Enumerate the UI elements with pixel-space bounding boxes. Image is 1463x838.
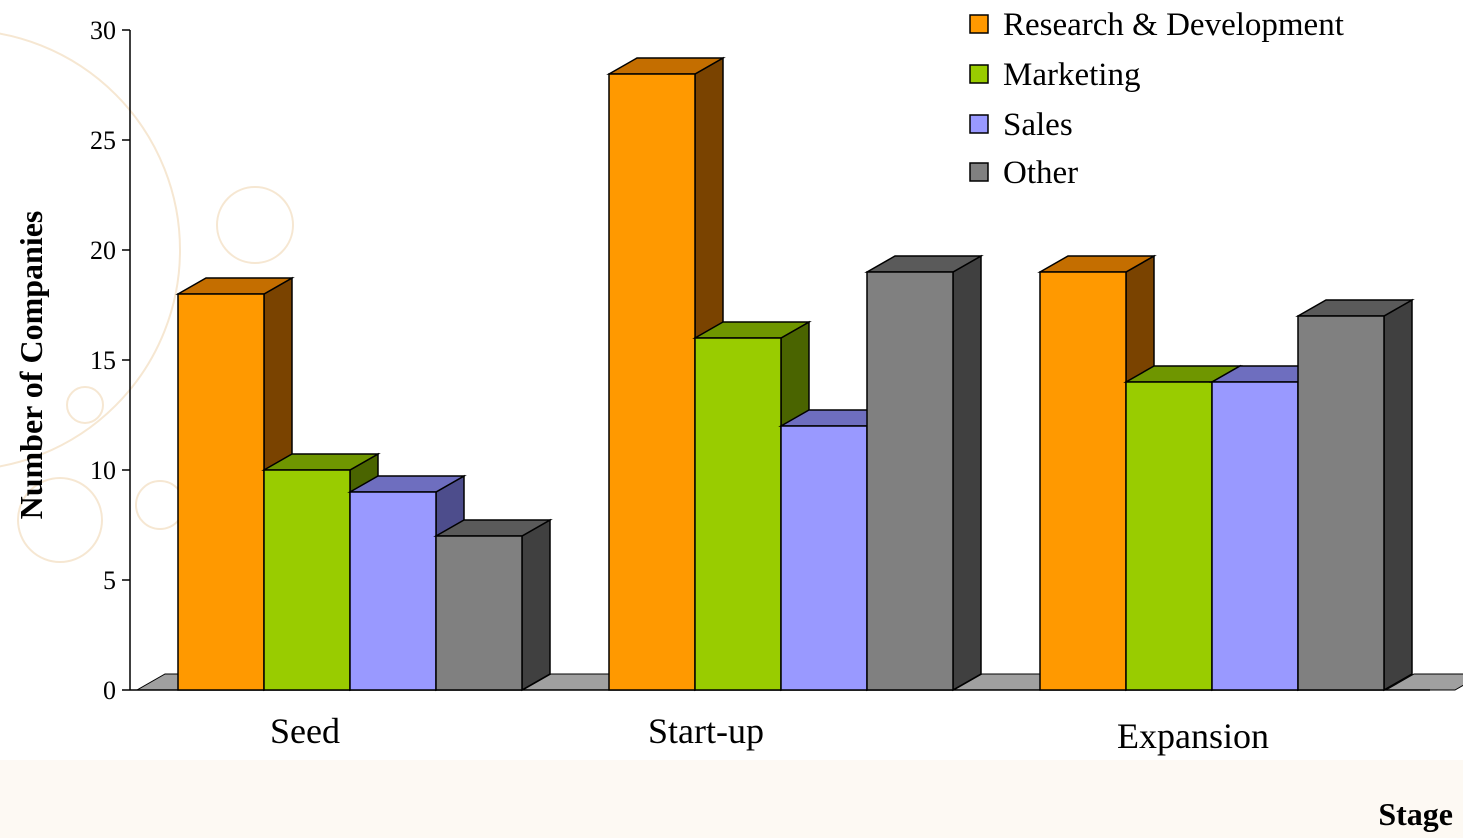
- bars: [175, 56, 1415, 692]
- bar-front: [608, 73, 696, 691]
- legend-label: Other: [1003, 155, 1078, 191]
- bar-front: [1039, 271, 1127, 691]
- legend-label: Sales: [1003, 107, 1073, 143]
- bar-other-start-up: [864, 254, 984, 692]
- bar-front: [349, 491, 437, 691]
- bar-front: [780, 425, 868, 691]
- y-axis-title: Number of Companies: [13, 211, 49, 520]
- bar-front: [694, 337, 782, 691]
- y-tick-label: 10: [90, 456, 116, 485]
- category-labels: Seed Start-up Expansion: [270, 711, 1269, 756]
- floor-plate: [1384, 673, 1463, 691]
- x-axis-title: Stage: [1378, 796, 1453, 832]
- bar-side: [521, 518, 551, 692]
- bar-other-seed: [433, 518, 553, 692]
- bar-side: [1383, 298, 1413, 692]
- y-axis: 0 5 10 15 20 25 30: [90, 16, 131, 705]
- legend-item-sales: Sales: [969, 107, 1073, 143]
- bar-front: [1297, 315, 1385, 691]
- legend-swatch: [969, 114, 989, 134]
- legend: Research & Development Marketing Sales Othe…: [969, 7, 1344, 191]
- bar-front: [263, 469, 351, 691]
- background-watermark: [0, 32, 1463, 838]
- bar-group-start-up: [606, 56, 984, 692]
- y-tick-label: 5: [103, 566, 116, 595]
- legend-swatch: [969, 64, 989, 84]
- bar-other-expansion: [1295, 298, 1415, 692]
- bar-side: [952, 254, 982, 692]
- bar-front: [1211, 381, 1299, 691]
- bar-front: [866, 271, 954, 691]
- bar-front: [435, 535, 523, 691]
- legend-swatch: [969, 14, 989, 34]
- y-tick-label: 15: [90, 346, 116, 375]
- legend-label: Marketing: [1003, 57, 1140, 93]
- legend-label: Research & Development: [1003, 7, 1344, 43]
- y-tick-label: 30: [90, 16, 116, 45]
- y-tick-label: 25: [90, 126, 116, 155]
- y-tick-label: 0: [103, 676, 116, 705]
- category-label-expansion: Expansion: [1117, 716, 1269, 756]
- legend-item-other: Other: [969, 155, 1078, 191]
- legend-swatch: [969, 162, 989, 182]
- bar-group-expansion: [1037, 254, 1415, 692]
- category-label-seed: Seed: [270, 711, 340, 751]
- bar-group-seed: [175, 276, 553, 692]
- bar-front: [177, 293, 265, 691]
- y-tick-label: 20: [90, 236, 116, 265]
- category-label-start-up: Start-up: [648, 711, 764, 751]
- legend-item-marketing: Marketing: [969, 57, 1140, 93]
- legend-item-research-and-development: Research & Development: [969, 7, 1344, 43]
- bar-front: [1125, 381, 1213, 691]
